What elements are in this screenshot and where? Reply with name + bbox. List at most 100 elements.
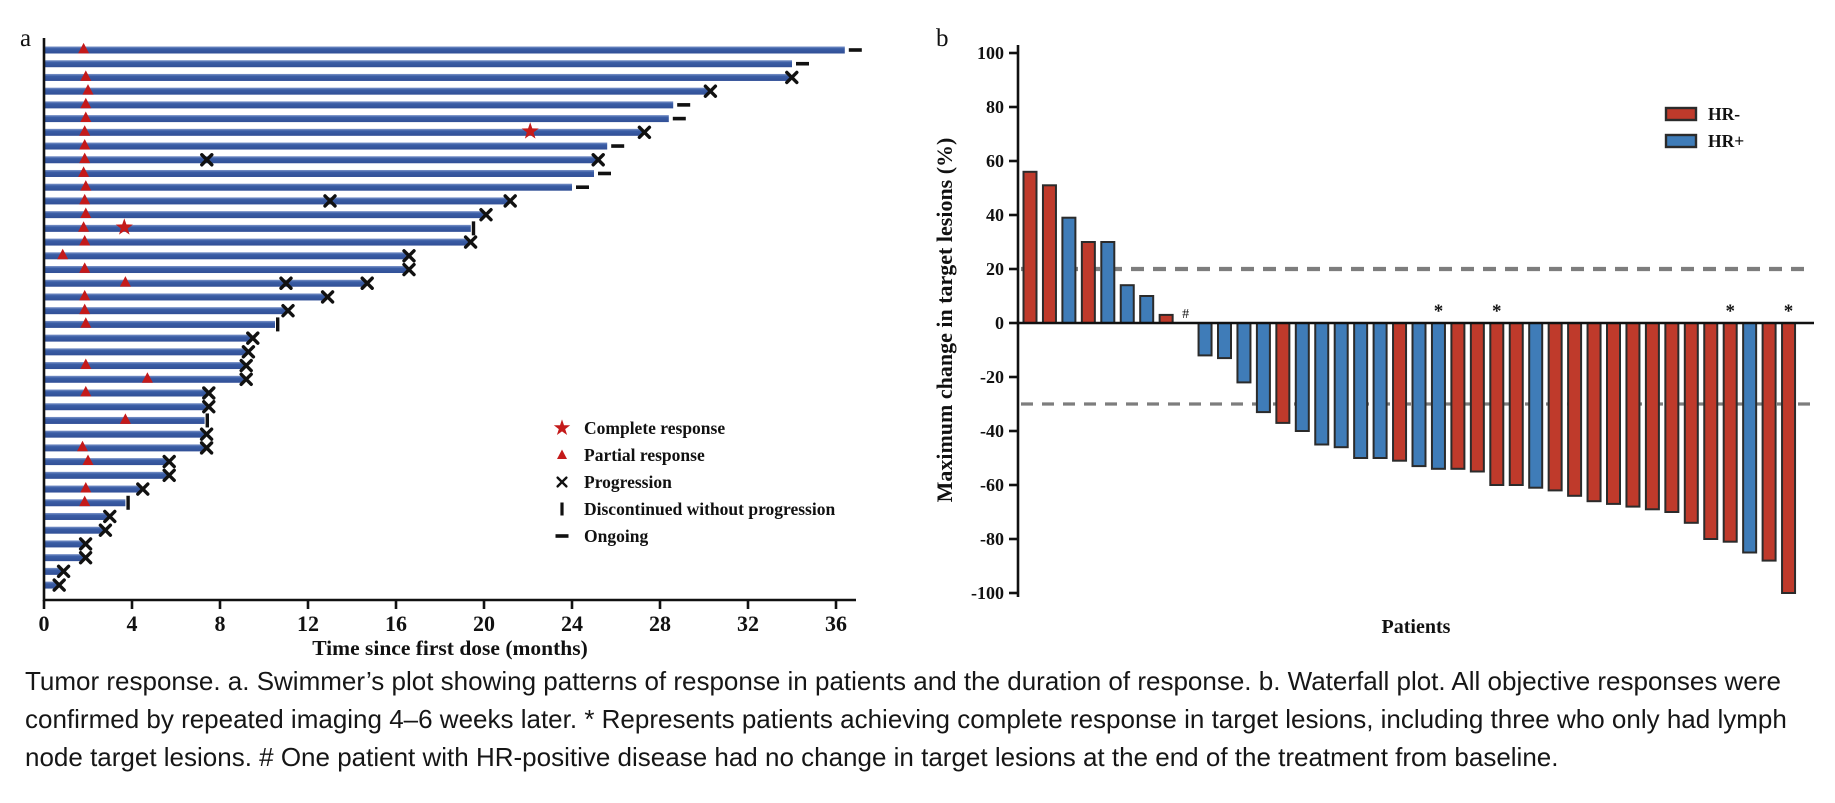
waterfall-y-tick-label: -100 xyxy=(971,583,1004,603)
legend-swatch-hr-neg xyxy=(1664,106,1698,122)
partial-response-triangle-marker xyxy=(79,262,91,273)
waterfall-bar xyxy=(1430,322,1446,470)
swimmer-bar xyxy=(45,60,792,68)
complete-response-asterisk: * xyxy=(1725,301,1735,322)
legend-star-icon xyxy=(553,419,571,435)
waterfall-bar xyxy=(1781,322,1797,594)
waterfall-bar xyxy=(1217,322,1232,360)
waterfall-y-tick-label: -20 xyxy=(980,367,1004,387)
swimmer-bars xyxy=(45,42,862,592)
waterfall-bar xyxy=(1567,322,1583,497)
progression-x-marker xyxy=(637,125,652,140)
ongoing-marker xyxy=(677,103,691,107)
waterfall-bar xyxy=(1625,322,1641,508)
progression-x-marker xyxy=(199,427,214,441)
swimmer-bar xyxy=(45,101,674,109)
waterfall-bar xyxy=(1353,322,1369,459)
waterfall-y-tick-label: 20 xyxy=(986,259,1004,279)
partial-response-triangle-marker xyxy=(79,289,91,301)
swimmer-x-tick-label: 36 xyxy=(825,611,847,636)
progression-x-marker xyxy=(202,386,216,400)
waterfall-axes: 100 80 60 40 20 0 -20 -40 -60 -80 -100 Maximum chan… xyxy=(932,43,1020,603)
waterfall-bar xyxy=(1547,322,1563,492)
figure-canvas: a 0 4 8 12 16 20 24 28 32 36 Time since first dose … xyxy=(20,25,1814,660)
progression-x-marker xyxy=(279,276,293,290)
swimmer-x-tick-label: 8 xyxy=(215,611,226,636)
swimmer-plot: a 0 4 8 12 16 20 24 28 32 36 Time since first dose … xyxy=(20,25,862,660)
waterfall-bar xyxy=(1119,284,1135,325)
discontinued-marker xyxy=(276,317,280,332)
swimmer-bar xyxy=(45,554,84,562)
progression-x-marker xyxy=(78,550,93,565)
partial-response-triangle-marker xyxy=(80,97,92,109)
partial-response-triangle-marker xyxy=(80,180,92,191)
progression-x-marker xyxy=(703,84,718,98)
progression-x-marker xyxy=(239,358,253,373)
partial-response-triangle-marker xyxy=(78,42,90,54)
complete-response-asterisk: * xyxy=(1492,301,1502,322)
waterfall-bar xyxy=(1061,216,1077,324)
swimmer-x-tick-label: 20 xyxy=(473,611,495,636)
swimmer-legend-label: Progression xyxy=(584,472,672,492)
swimmer-legend-label: Complete response xyxy=(584,418,725,438)
progression-x-marker xyxy=(320,290,335,304)
waterfall-bar xyxy=(1080,241,1096,324)
figure-caption: Tumor response. a. Swimmer’s plot showin… xyxy=(25,662,1787,776)
waterfall-bar xyxy=(1450,322,1466,470)
swimmer-bar xyxy=(45,458,168,466)
swimmer-x-tick-label: 12 xyxy=(297,611,319,636)
swimmer-legend: Complete response Partial response Progres… xyxy=(553,418,835,546)
waterfall-legend-label: HR+ xyxy=(1708,131,1744,151)
waterfall-bar xyxy=(1411,322,1427,468)
swimmer-bar xyxy=(45,403,207,411)
partial-response-triangle-marker xyxy=(79,234,91,246)
partial-response-triangle-marker xyxy=(79,193,91,205)
waterfall-bar xyxy=(1294,322,1310,432)
waterfall-bar xyxy=(1528,322,1544,489)
swimmer-bar xyxy=(45,307,286,315)
swimmer-bar xyxy=(45,512,108,520)
swimmer-bar xyxy=(45,197,509,205)
waterfall-y-tick-label: -80 xyxy=(980,529,1004,549)
progression-x-marker xyxy=(479,207,493,222)
partial-response-triangle-marker xyxy=(80,70,92,81)
swimmer-bar xyxy=(45,169,594,177)
swimmer-bar xyxy=(45,362,245,370)
partial-response-triangle-marker xyxy=(79,138,91,150)
progression-x-marker xyxy=(241,345,256,359)
partial-response-triangle-marker xyxy=(80,111,92,123)
waterfall-bar xyxy=(1644,322,1660,511)
progression-x-marker xyxy=(591,153,605,167)
waterfall-bar xyxy=(1333,322,1349,449)
swimmer-x-tick-label: 32 xyxy=(737,611,759,636)
partial-response-triangle-marker xyxy=(557,449,567,459)
caption-line: Tumor response. a. Swimmer’s plot showin… xyxy=(25,666,1781,696)
swimmer-x-tick-label: 0 xyxy=(39,611,50,636)
partial-response-triangle-marker xyxy=(78,221,90,232)
waterfall-y-tick-label: 100 xyxy=(977,43,1004,63)
partial-response-triangle-marker xyxy=(119,276,131,287)
ongoing-marker xyxy=(576,185,589,189)
swimmer-bar xyxy=(45,485,141,493)
waterfall-bar xyxy=(1392,322,1408,462)
swimmer-legend-label: Partial response xyxy=(584,445,705,465)
waterfall-legend-label: HR- xyxy=(1708,104,1740,124)
complete-response-asterisk: * xyxy=(1434,301,1444,322)
partial-response-triangle-marker xyxy=(79,495,91,507)
partial-response-triangle-marker xyxy=(80,358,92,369)
waterfall-bar xyxy=(1022,170,1038,324)
swimmer-bar xyxy=(45,266,407,274)
waterfall-bar xyxy=(1683,322,1699,524)
waterfall-bar xyxy=(1100,241,1116,324)
partial-response-triangle-marker xyxy=(141,372,153,383)
waterfall-bar xyxy=(1255,322,1271,414)
caption-line: node target lesions. # One patient with … xyxy=(25,742,1559,772)
partial-response-triangle-marker xyxy=(119,413,131,424)
swimmer-bar xyxy=(45,115,669,123)
progression-x-marker xyxy=(56,564,71,579)
discontinued-marker xyxy=(471,221,476,236)
swimmer-bar xyxy=(45,540,84,548)
swimmer-bar xyxy=(45,142,608,150)
swimmer-axes: 0 4 8 12 16 20 24 28 32 36 Time since first dose (… xyxy=(39,38,856,660)
waterfall-bar xyxy=(1469,322,1485,473)
